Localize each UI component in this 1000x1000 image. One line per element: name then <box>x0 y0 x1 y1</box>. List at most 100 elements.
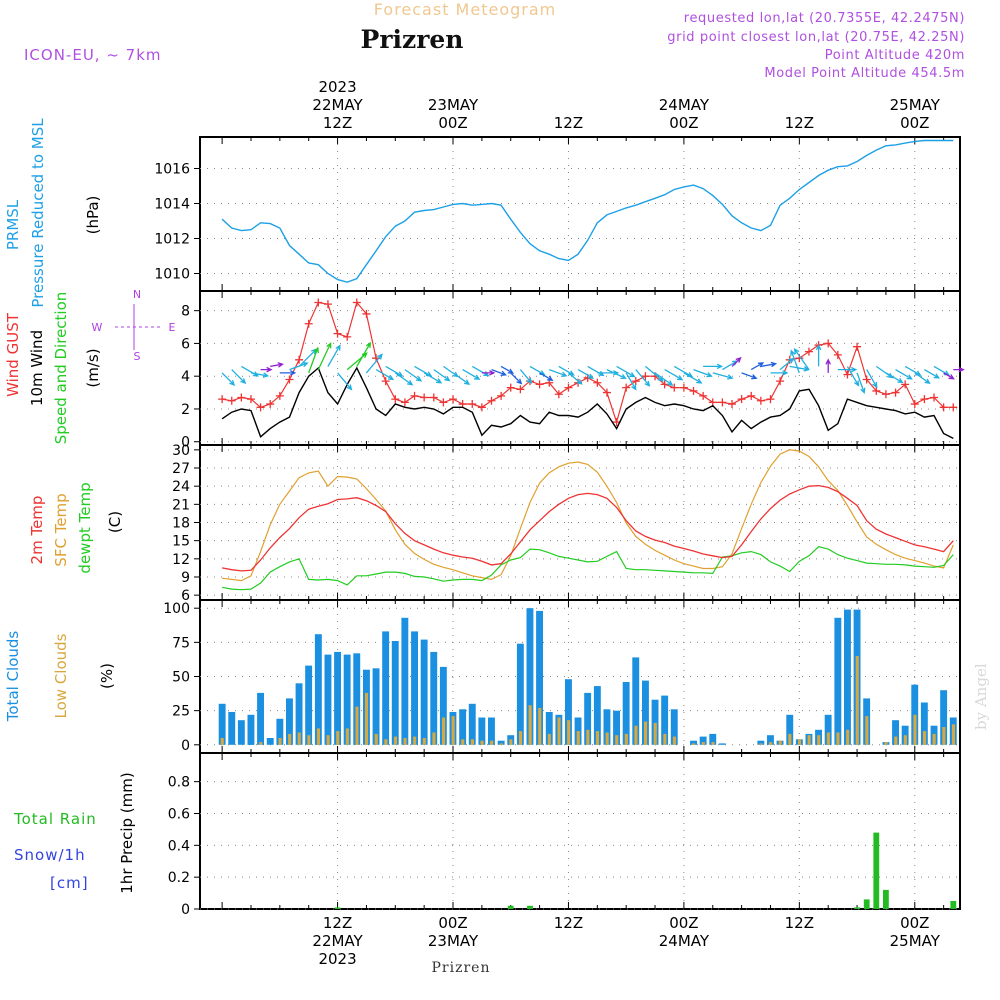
gust-marker <box>728 400 736 409</box>
low-cloud-bar <box>499 743 503 745</box>
y-tick-label: 2 <box>181 402 190 418</box>
gust-marker <box>218 395 227 404</box>
gust-marker <box>439 398 448 407</box>
y-tick-label: 9 <box>181 570 190 586</box>
wind-direction-arrow <box>221 372 236 386</box>
low-cloud-bar <box>365 692 369 745</box>
gust-marker <box>824 339 833 348</box>
gust-marker <box>304 319 313 328</box>
requested-coords: requested lon,lat (20.7355E, 42.2475N) <box>684 11 965 26</box>
wind-direction-arrow <box>414 365 433 377</box>
prmsl-label: PRMSL <box>4 199 22 250</box>
rain-bar <box>854 907 860 909</box>
total-cloud-bar <box>478 717 486 745</box>
low-cloud-bar <box>913 714 917 745</box>
gust-marker <box>429 393 438 402</box>
wind-direction-arrow <box>510 372 523 385</box>
wind-direction-arrow <box>231 369 247 385</box>
total-cloud-bar <box>718 743 726 745</box>
gust-marker <box>256 403 265 412</box>
low-cloud-bar <box>951 724 955 745</box>
chart-marks: 1010 1012 1014 1016 PRMSL Pressure Reduced to… <box>4 78 965 968</box>
y-tick-label: 1016 <box>154 162 190 178</box>
y-tick-label: 50 <box>172 670 190 686</box>
low-cloud-bar <box>345 728 349 745</box>
wind-direction-arrow <box>625 372 637 391</box>
total-cloud-bar <box>247 714 255 745</box>
total-cloud-bar <box>276 718 284 745</box>
total-cloud-bar <box>545 712 553 745</box>
wind-direction-arrow <box>606 369 627 380</box>
wind-direction-arrow <box>356 341 372 367</box>
clouds-unit-label: (%) <box>98 663 116 689</box>
rain-bar <box>507 905 514 909</box>
total-cloud-bar <box>709 733 717 745</box>
wind-direction-arrow <box>423 372 443 384</box>
y-tick-label: 8 <box>181 304 190 320</box>
top-hour-label: 00Z <box>438 114 467 132</box>
gust-marker <box>381 377 390 386</box>
rain-bar <box>334 907 341 909</box>
low-clouds-label: Low Clouds <box>52 633 70 718</box>
low-cloud-bar <box>672 736 676 745</box>
compass-north: N <box>133 288 141 301</box>
low-cloud-bar <box>595 731 599 745</box>
credit-watermark: by Angel <box>972 663 990 730</box>
total-cloud-bar <box>353 653 361 745</box>
low-cloud-bar <box>826 732 830 745</box>
total-cloud-bar <box>372 668 380 745</box>
total-cloud-bar <box>391 641 399 745</box>
total-cloud-bar <box>834 617 842 745</box>
gust-marker <box>920 395 929 404</box>
wind-direction-arrow <box>635 369 651 387</box>
low-cloud-bar <box>932 733 936 745</box>
gust-marker <box>516 385 525 394</box>
gust-marker <box>939 403 948 412</box>
wind-direction-arrow <box>885 372 904 384</box>
gust-marker <box>910 400 919 409</box>
bottom-date-label: 25MAY <box>890 932 941 950</box>
point-altitude: Point Altitude 420m <box>825 48 965 63</box>
wind-direction-arrow <box>924 369 941 379</box>
gust-marker <box>275 391 284 400</box>
total-cloud-bar <box>218 703 226 745</box>
top-hour-label: 00Z <box>669 114 698 132</box>
wind-direction-arrow <box>760 361 778 368</box>
wind-direction-arrow <box>539 372 554 381</box>
low-cloud-bar <box>413 736 417 745</box>
wind-direction-arrow <box>837 366 858 373</box>
wind-direction-arrow <box>279 370 297 376</box>
temp2m-label: 2m Temp <box>28 496 46 565</box>
wind-direction-arrow <box>895 369 913 380</box>
gust-marker <box>343 332 352 341</box>
y-tick-label: 0 <box>181 902 190 918</box>
gust-marker <box>747 391 756 400</box>
low-cloud-bar <box>634 725 638 745</box>
low-cloud-bar <box>903 735 907 745</box>
y-tick-label: 24 <box>172 479 190 495</box>
snow-unit-label: [cm] <box>50 874 89 892</box>
wind-direction-arrow <box>953 366 965 373</box>
gust-marker <box>689 386 698 395</box>
wind-direction-arrow <box>337 372 353 391</box>
wind-direction-arrow <box>779 357 795 371</box>
gust-marker <box>622 383 631 392</box>
y-tick-label: 100 <box>163 601 190 617</box>
wind-direction-arrow <box>712 372 734 380</box>
low-cloud-bar <box>788 733 792 745</box>
y-tick-label: 6 <box>181 336 190 352</box>
wind-direction-arrow <box>856 372 866 395</box>
total-cloud-bar <box>314 634 322 745</box>
gust-marker <box>930 393 939 402</box>
bottom-hour-label: 12Z <box>323 914 352 932</box>
total-cloud-bar <box>892 720 899 745</box>
total-cloud-bar <box>257 692 264 745</box>
low-cloud-bar <box>316 728 320 745</box>
total-rain-label: Total Rain <box>13 810 97 828</box>
bottom-hour-label: 00Z <box>669 914 698 932</box>
y-tick-label: 6 <box>181 588 190 604</box>
compass-east: E <box>169 321 176 334</box>
gust-marker <box>891 388 900 397</box>
total-cloud-bar <box>911 684 919 745</box>
wind-direction-arrow <box>404 369 423 382</box>
